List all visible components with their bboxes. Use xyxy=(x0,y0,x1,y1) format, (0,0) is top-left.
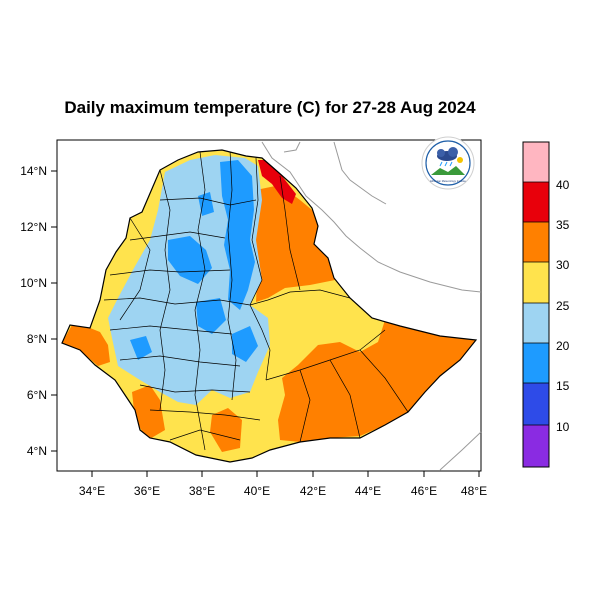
cloud-puff xyxy=(448,147,458,157)
map-title: Daily maximum temperature (C) for 27-28 … xyxy=(64,98,476,117)
colorbar-bin-35-40 xyxy=(523,182,549,222)
field-southeast-30-35 xyxy=(278,320,476,442)
y-tick-label: 6°N xyxy=(27,388,47,402)
zone-boundaries xyxy=(103,150,409,451)
y-tick-label: 10°N xyxy=(20,276,47,290)
x-tick-label: 38°E xyxy=(189,484,215,498)
field-core-15-20f xyxy=(198,192,214,216)
emi-logo: Ethiopian Meteorology Institute xyxy=(421,136,475,190)
colorbar-bin-10-15 xyxy=(523,383,549,425)
colorbar: 40 35 30 25 20 15 10 xyxy=(522,141,570,468)
mountain-icon xyxy=(431,166,465,175)
field-west-30-35 xyxy=(62,325,110,366)
neighbor-borders xyxy=(261,141,482,471)
x-tick-label: 46°E xyxy=(411,484,437,498)
y-tick-label: 4°N xyxy=(27,444,47,458)
colorbar-label: 40 xyxy=(556,178,570,192)
colorbar-label: 10 xyxy=(556,420,570,434)
logo-caption: Ethiopian Meteorology Institute xyxy=(430,179,466,183)
colorbar-dividers xyxy=(523,181,549,426)
y-tick-label: 12°N xyxy=(20,220,47,234)
cloud-puff xyxy=(437,149,445,157)
field-southwest-30-35 xyxy=(132,385,165,440)
colorbar-bin-15-20 xyxy=(523,343,549,383)
colorbar-bin-20-25 xyxy=(523,303,549,343)
field-core-15-20c xyxy=(196,298,226,334)
x-tick-label: 48°E xyxy=(461,484,487,498)
field-core-15-20 xyxy=(220,160,255,310)
y-tick-label: 8°N xyxy=(27,332,47,346)
colorbar-frame xyxy=(522,141,550,468)
x-tick-label: 40°E xyxy=(244,484,270,498)
colorbar-bin-30-35 xyxy=(523,222,549,262)
x-tick-label: 44°E xyxy=(355,484,381,498)
ethiopia-border xyxy=(61,149,478,463)
colorbar-label: 15 xyxy=(556,379,570,393)
logo-inner-ring xyxy=(425,140,471,186)
x-tick-label: 34°E xyxy=(79,484,105,498)
x-tick-label: 36°E xyxy=(134,484,160,498)
y-tick-label: 14°N xyxy=(20,164,47,178)
colorbar-bin-above-40 xyxy=(523,142,549,182)
sun-icon xyxy=(457,157,463,163)
field-south-30-35 xyxy=(210,408,242,452)
axis-ticks xyxy=(51,170,480,477)
colorbar-label: 25 xyxy=(556,299,570,313)
rain-icon xyxy=(439,161,443,167)
field-core-15-20d xyxy=(232,326,258,362)
colorbar-bin-below-10 xyxy=(523,425,549,467)
colorbar-label: 35 xyxy=(556,218,570,232)
rain-icon xyxy=(444,161,448,167)
x-tick-label: 42°E xyxy=(300,484,326,498)
colorbar-label: 30 xyxy=(556,258,570,272)
field-core-15-20e xyxy=(130,336,152,360)
colorbar-bin-25-30 xyxy=(523,262,549,303)
colorbar-label: 20 xyxy=(556,339,570,353)
rain-icon xyxy=(449,161,453,167)
field-afar-35-40 xyxy=(258,160,296,204)
